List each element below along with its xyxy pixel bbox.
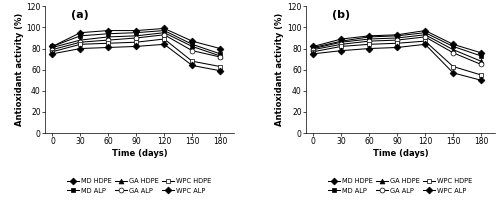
X-axis label: Time (days): Time (days) <box>372 149 428 158</box>
Legend: MD HDPE, MD ALP, GA HDPE, GA ALP, WPC HDPE, WPC ALP: MD HDPE, MD ALP, GA HDPE, GA ALP, WPC HD… <box>327 177 474 195</box>
Y-axis label: Antioxidant activity (%): Antioxidant activity (%) <box>276 13 284 126</box>
Legend: MD HDPE, MD ALP, GA HDPE, GA ALP, WPC HDPE, WPC ALP: MD HDPE, MD ALP, GA HDPE, GA ALP, WPC HD… <box>66 177 213 195</box>
X-axis label: Time (days): Time (days) <box>112 149 168 158</box>
Text: (b): (b) <box>332 10 350 20</box>
Text: (a): (a) <box>72 10 89 20</box>
Y-axis label: Antioxidant activity (%): Antioxidant activity (%) <box>14 13 24 126</box>
